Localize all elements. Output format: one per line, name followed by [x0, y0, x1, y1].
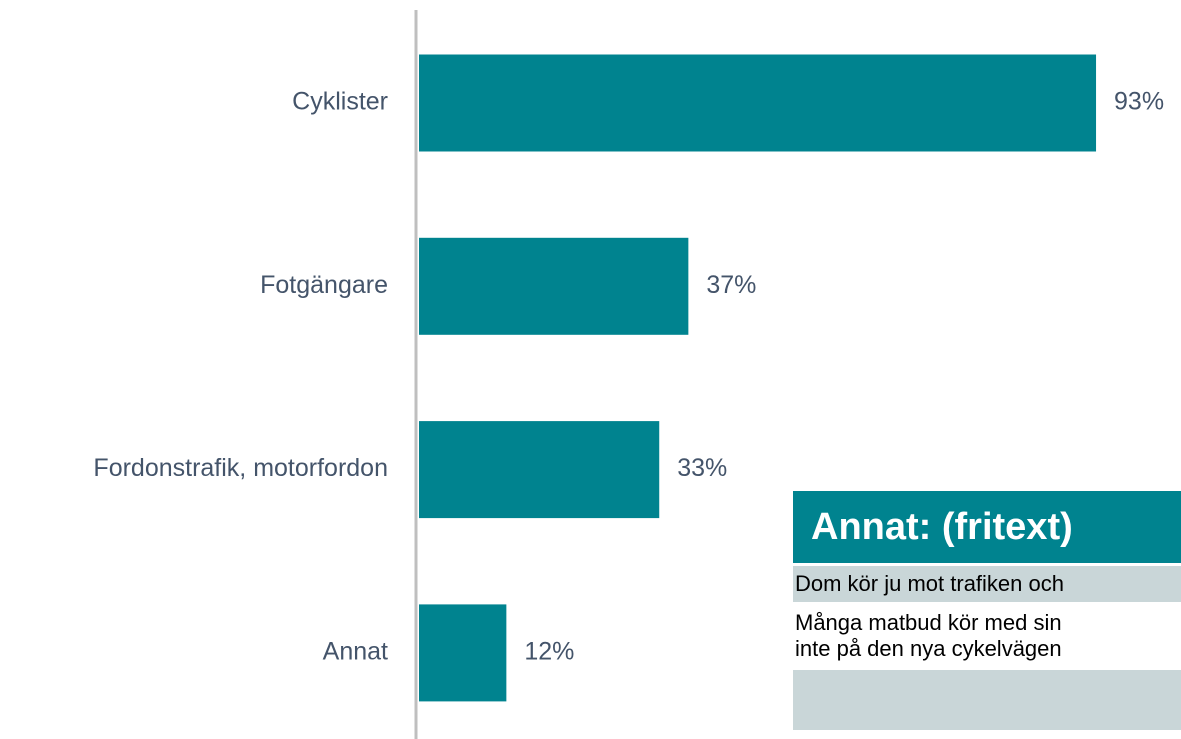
bar [419, 54, 1097, 152]
panel-row: Många matbud kör med sin inte på den nya … [793, 605, 1181, 667]
category-label: Cyklister [292, 88, 388, 116]
panel-rows: Dom kör ju mot trafiken och Många matbud … [793, 566, 1181, 667]
bar [419, 604, 507, 702]
panel-row: Dom kör ju mot trafiken och [793, 566, 1181, 602]
data-label: 12% [524, 638, 574, 666]
category-label: Annat [323, 638, 388, 666]
category-label: Fordonstrafik, motorfordon [93, 454, 388, 482]
bar [419, 237, 689, 335]
row-text: Dom kör ju mot trafiken och [795, 571, 1064, 596]
bar [419, 421, 660, 519]
category-label: Fotgängare [260, 271, 388, 299]
panel-row-background [793, 670, 1181, 730]
free-text-panel: Annat: (fritext) Dom kör ju mot trafiken… [793, 491, 1181, 739]
row-text: Många matbud kör med sin [795, 610, 1062, 635]
row-text: inte på den nya cykelvägen [795, 636, 1062, 661]
data-label: 37% [706, 271, 756, 299]
panel-title: Annat: (fritext) [793, 491, 1181, 563]
data-label: 33% [677, 454, 727, 482]
data-label: 93% [1114, 88, 1164, 116]
